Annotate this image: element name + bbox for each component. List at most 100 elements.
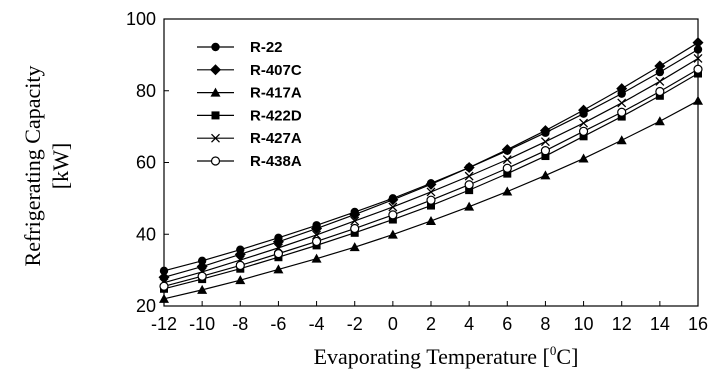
- legend-marker: [211, 42, 220, 52]
- x-axis-title-superscript: 0: [550, 343, 557, 358]
- legend: R-22 R-407C R-417A R-422D R-427A R-438A: [197, 39, 302, 170]
- legend-label: R-438A: [250, 153, 302, 170]
- data-point: [655, 76, 665, 86]
- data-point: [273, 249, 284, 259]
- legend-marker: [211, 111, 220, 120]
- y-tick-label: 60: [136, 153, 156, 173]
- y-axis-title-line2: [kW]: [48, 143, 73, 189]
- data-point: [197, 271, 207, 281]
- data-point: [502, 155, 512, 165]
- x-tick-label: 10: [574, 314, 594, 334]
- data-point: [693, 54, 703, 63]
- data-point: [693, 45, 703, 54]
- legend-marker: [211, 133, 220, 143]
- data-point: [273, 264, 284, 274]
- series-r-427a: [159, 54, 703, 288]
- data-point: [159, 281, 169, 291]
- x-tick-label: 14: [650, 314, 670, 334]
- data-point: [350, 216, 360, 226]
- data-point: [312, 230, 322, 240]
- legend-item: R-422D: [197, 107, 302, 124]
- data-point: [465, 186, 474, 195]
- data-point: [502, 186, 513, 196]
- data-point: [463, 162, 475, 174]
- x-axis-title-end: C]: [556, 344, 578, 369]
- data-point: [197, 256, 207, 265]
- legend-marker: [210, 87, 221, 97]
- data-point: [578, 153, 589, 163]
- data-point: [311, 236, 322, 247]
- data-point: [350, 223, 360, 234]
- legend-marker: [210, 64, 221, 76]
- data-point: [616, 135, 627, 145]
- data-point: [578, 126, 589, 136]
- data-point: [235, 260, 245, 271]
- y-tick-label: 100: [126, 9, 156, 29]
- x-tick-label: -10: [189, 314, 215, 334]
- x-axis-title-main: Evaporating Temperature [: [314, 344, 550, 369]
- data-point: [693, 95, 703, 105]
- x-tick-label: 2: [426, 314, 436, 334]
- data-point: [654, 116, 665, 126]
- legend-label: R-417A: [250, 85, 302, 102]
- x-tick-label: -2: [347, 314, 363, 334]
- data-point: [311, 223, 323, 235]
- series-line: [163, 42, 699, 278]
- data-point: [579, 132, 588, 141]
- legend-item: R-22: [197, 39, 283, 56]
- data-point: [654, 60, 666, 72]
- data-point: [655, 67, 665, 77]
- data-point: [426, 195, 436, 205]
- data-point: [235, 275, 246, 285]
- data-point: [502, 163, 512, 173]
- data-point: [388, 215, 397, 224]
- data-point: [426, 187, 436, 197]
- data-point: [388, 202, 398, 212]
- data-point: [539, 125, 551, 137]
- data-point: [387, 194, 399, 206]
- data-point: [197, 284, 208, 294]
- y-tick-label: 20: [136, 296, 156, 316]
- y-axis-title-line1: Refrigerating Capacity: [20, 66, 45, 267]
- data-point: [579, 118, 589, 128]
- x-tick-label: 4: [464, 314, 474, 334]
- axis-ticks: -12 -10 -8 -6 -4 -2 0 2 4 6 8 10 12 14 16 20 40 60 80 100: [126, 9, 708, 334]
- data-point: [427, 201, 435, 210]
- data-point: [159, 293, 169, 303]
- x-tick-label: -12: [151, 314, 177, 334]
- data-point: [349, 209, 361, 221]
- legend-item: R-427A: [197, 130, 302, 147]
- data-point: [693, 64, 703, 74]
- data-point: [503, 169, 512, 178]
- data-point: [616, 83, 628, 95]
- x-tick-label: -6: [270, 314, 286, 334]
- data-point: [578, 104, 590, 116]
- y-tick-label: 40: [136, 224, 156, 244]
- x-tick-label: -4: [309, 314, 325, 334]
- legend-item: R-438A: [197, 153, 302, 170]
- legend-item: R-417A: [197, 85, 302, 102]
- data-point: [692, 37, 704, 49]
- series-r-438a: [159, 64, 703, 291]
- data-point: [388, 210, 398, 220]
- data-point: [617, 98, 627, 108]
- data-point: [426, 215, 436, 225]
- data-point: [655, 86, 665, 97]
- data-point: [464, 180, 474, 190]
- data-point: [617, 107, 627, 117]
- data-point: [541, 152, 550, 161]
- legend-label: R-407C: [250, 62, 302, 79]
- legend-label: R-427A: [250, 130, 302, 147]
- legend-marker: [210, 156, 221, 166]
- x-axis-title: Evaporating Temperature [0C]: [314, 343, 579, 369]
- x-tick-label: 16: [688, 314, 708, 334]
- x-tick-label: -8: [232, 314, 248, 334]
- y-tick-label: 80: [136, 81, 156, 101]
- x-tick-label: 6: [502, 314, 512, 334]
- x-tick-label: 12: [612, 314, 632, 334]
- data-point: [540, 137, 550, 147]
- data-point: [311, 253, 322, 263]
- x-tick-label: 0: [388, 314, 398, 334]
- data-point: [349, 242, 360, 252]
